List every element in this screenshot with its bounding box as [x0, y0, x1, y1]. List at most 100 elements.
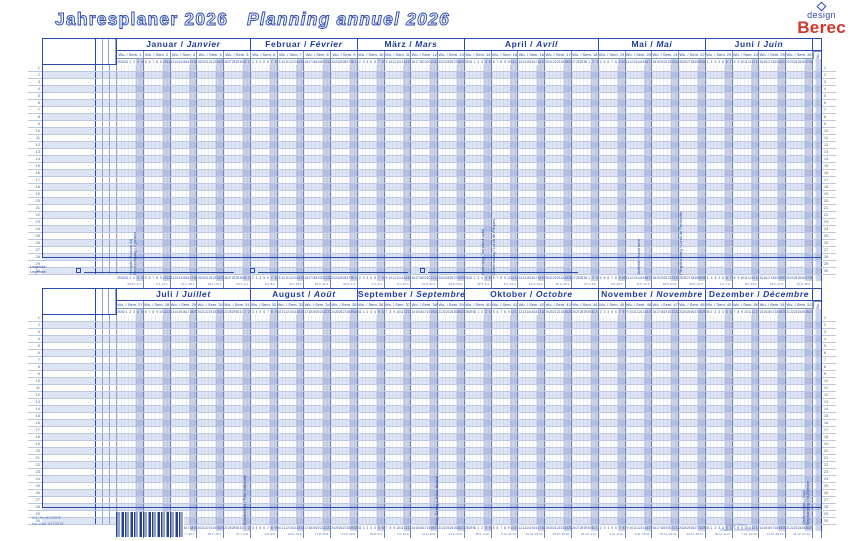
- day-number: 21: [549, 60, 553, 64]
- marker-column-cell: [103, 504, 110, 510]
- legend-label-fr: Légende:: [30, 269, 47, 275]
- week-body-cell: [705, 177, 733, 183]
- day-number: 10: [621, 275, 626, 281]
- day-number: 1: [362, 310, 365, 314]
- week-body-cell: [331, 268, 358, 274]
- week-body-cell: [224, 392, 251, 398]
- day-number: 24: [331, 526, 335, 530]
- week-header-cell: Wo. / Sem. 18: [572, 51, 599, 59]
- week-body-cell: [705, 462, 733, 468]
- week-body-cell: [197, 427, 225, 433]
- day-number: 15: [178, 310, 182, 314]
- week-body-cell: [117, 212, 144, 218]
- week-body-cell: [143, 350, 171, 356]
- day-number: 2: [477, 276, 480, 280]
- holiday-label: Eidg. Bettag / Jeûne fédéral: [433, 475, 439, 525]
- week-body-cell: [598, 93, 626, 99]
- week-date-range: 27.7.-2.8.: [224, 531, 251, 538]
- week-body-cell: [625, 392, 653, 398]
- day-number: 12: [289, 60, 293, 64]
- week-body-cell: [277, 170, 305, 176]
- day-number: 8: [389, 526, 392, 530]
- week-body-cell: [197, 135, 225, 141]
- day-number: 27: [686, 60, 691, 64]
- day-number: 6: [615, 310, 617, 314]
- week-body-cell: [518, 114, 546, 120]
- week-body-cell: [759, 462, 787, 468]
- day-number: 26: [805, 309, 810, 315]
- month-header: September / Septembre: [357, 288, 465, 301]
- week-body-cell: [143, 191, 171, 197]
- week-body-cell: [384, 392, 412, 398]
- week-body-cell: [170, 406, 198, 412]
- day-number: 16: [419, 310, 423, 314]
- week-body-cell: [732, 142, 760, 148]
- day-number: 29: [468, 526, 473, 530]
- week-body-cell: [331, 233, 358, 239]
- week-body-cell: [250, 483, 278, 489]
- week-body-cell: [438, 226, 465, 232]
- week-body-cell: [679, 226, 706, 232]
- week-body-cell: [357, 254, 385, 260]
- week-body-cell: [331, 511, 358, 517]
- week-body-cell: [786, 406, 813, 412]
- week-body-cell: [304, 469, 332, 475]
- marker-column-cell: [103, 413, 110, 419]
- week-body-cell: [491, 490, 519, 496]
- week-body-cell: [545, 392, 573, 398]
- day-number: 21: [319, 310, 324, 314]
- week-body-cell: [438, 413, 465, 419]
- week-body-cell: [625, 336, 653, 342]
- month-header: Oktober / Octobre: [465, 288, 599, 301]
- week-body-cell: [518, 142, 546, 148]
- week-body-cell: [598, 392, 626, 398]
- row-number-left: 3: [28, 79, 42, 85]
- week-body-cell: [464, 156, 492, 162]
- week-body-cell: [411, 191, 439, 197]
- week-body-cell: [250, 226, 278, 232]
- day-number: 24: [331, 310, 335, 314]
- week-body-cell: [732, 476, 760, 482]
- day-number: 3: [484, 525, 488, 531]
- week-body-cell: [411, 128, 439, 134]
- marker-column-cell: [96, 261, 103, 267]
- week-body-cell: [598, 156, 626, 162]
- day-number: 10: [510, 525, 515, 531]
- week-body-cell: [652, 518, 680, 524]
- week-body-cell: [304, 504, 332, 510]
- week-body-cell: [170, 364, 198, 370]
- week-body-cell: [143, 100, 171, 106]
- week-body-cell: [277, 462, 305, 468]
- week-body-cell: [170, 322, 198, 328]
- week-body-cell: [197, 504, 225, 510]
- week-body-cell: [143, 114, 171, 120]
- row-number-left: 27: [28, 497, 42, 503]
- week-body-cell: [679, 79, 706, 85]
- day-number: 9: [156, 310, 158, 314]
- day-number-band: 17 18 19 20 21 22 23: [304, 525, 332, 531]
- day-number: 15: [300, 275, 305, 281]
- name-cell: [42, 399, 96, 405]
- week-body-cell: [331, 434, 358, 440]
- week-body-cell: [598, 483, 626, 489]
- week-body-cell: [518, 476, 546, 482]
- week-body-cell: [518, 406, 546, 412]
- week-body-cell: [250, 497, 278, 503]
- week-body-cell: [705, 100, 733, 106]
- row-number-right: 27: [821, 247, 836, 253]
- week-body-cell: [197, 261, 225, 267]
- week-body-cell: [384, 142, 412, 148]
- day-number: 24: [449, 526, 454, 530]
- week-body-cell: [705, 114, 733, 120]
- marker-column-cell: [103, 142, 110, 148]
- week-body-cell: [250, 128, 278, 134]
- week-body-cell: [411, 483, 439, 489]
- week-body-cell: [384, 476, 412, 482]
- week-date-range: 23.2.-1.3.: [331, 281, 358, 288]
- week-body-cell: [545, 413, 573, 419]
- day-number: 13: [174, 276, 179, 280]
- week-body-cell: [572, 205, 599, 211]
- day-number: 25: [564, 59, 569, 65]
- day-number: 14: [296, 59, 301, 65]
- day-number: 20: [545, 276, 549, 280]
